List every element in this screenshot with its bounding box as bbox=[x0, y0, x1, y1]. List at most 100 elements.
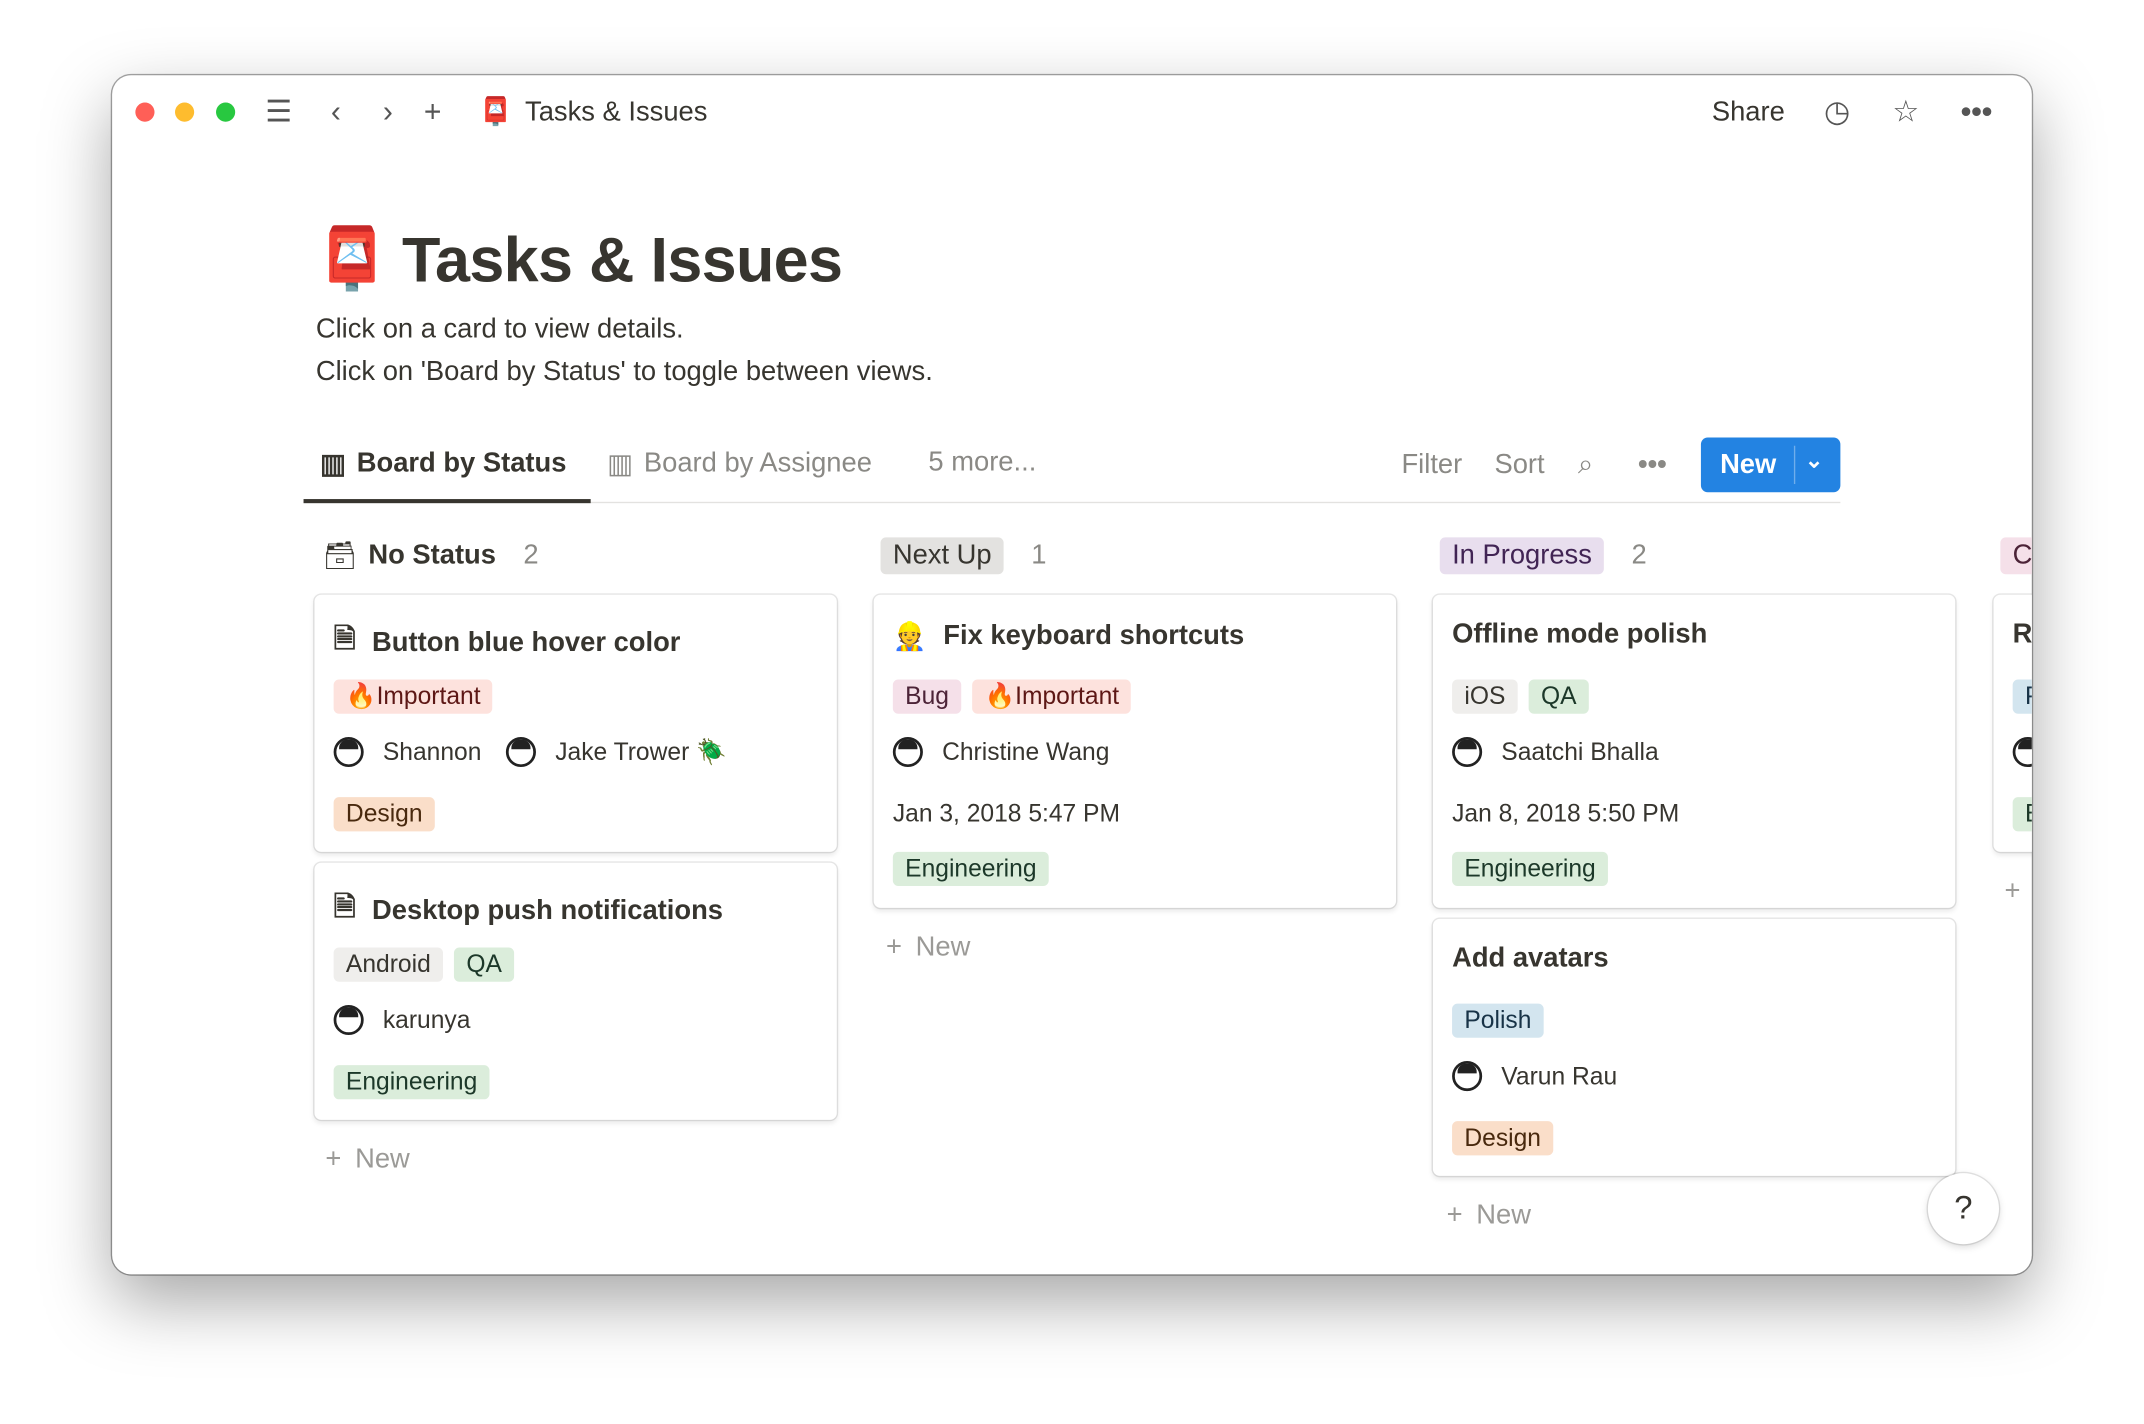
column-count: 1 bbox=[1031, 539, 1047, 570]
card-title: Desktop push notifications bbox=[372, 894, 724, 925]
plus-icon[interactable]: + bbox=[2004, 876, 2021, 907]
add-new-card-button[interactable]: + New bbox=[1447, 1200, 1531, 1231]
column-count: 2 bbox=[523, 539, 539, 570]
column-header-clipped[interactable]: C bbox=[2000, 535, 2032, 576]
inbox-icon: 🗃 bbox=[322, 540, 358, 571]
avatar bbox=[2012, 736, 2032, 768]
card-title: Fix keyboard shortcuts bbox=[943, 620, 1245, 651]
plus-icon: + bbox=[886, 932, 902, 963]
split-divider bbox=[1793, 445, 1796, 485]
close-button[interactable] bbox=[135, 102, 155, 122]
tag-engineering: Engineering bbox=[1452, 851, 1609, 887]
history-icon[interactable]: ◷ bbox=[1823, 94, 1851, 129]
avatar bbox=[1452, 1061, 1483, 1092]
avatar bbox=[333, 1004, 364, 1036]
column-title: C bbox=[2000, 536, 2032, 574]
card[interactable]: 👷 Fix keyboard shortcuts Bug 🔥Important Ch… bbox=[873, 594, 1397, 908]
date: Jan 8, 2018 5:50 PM bbox=[1452, 799, 1680, 828]
sidebar-menu-icon[interactable]: ☰ bbox=[265, 94, 293, 129]
description-line: Click on a card to view details. bbox=[315, 314, 684, 345]
column-title: In Progress bbox=[1439, 536, 1605, 574]
tag-important: 🔥Important bbox=[972, 679, 1132, 714]
tag-engineering: Engineering bbox=[333, 1065, 490, 1100]
column-header-no-status[interactable]: 🗃 No Status 2 bbox=[323, 535, 539, 576]
tag-polish: Polish bbox=[1452, 1003, 1544, 1038]
card[interactable]: Offline mode polish iOS QA Saatchi Bhalla… bbox=[1432, 594, 1956, 908]
add-new-card-button[interactable]: + New bbox=[325, 1144, 409, 1175]
maximize-button[interactable] bbox=[216, 102, 236, 122]
avatar bbox=[1452, 736, 1483, 768]
postbox-icon: 📮 bbox=[478, 97, 513, 128]
tag-qa: QA bbox=[454, 947, 515, 982]
tab-label: 5 more... bbox=[928, 447, 1037, 478]
tag-design: Design bbox=[1452, 1121, 1554, 1156]
page-title[interactable]: Tasks & Issues bbox=[401, 224, 843, 296]
card-title: Offline mode polish bbox=[1452, 619, 1708, 650]
card[interactable]: 🗎 Button blue hover color 🔥Important Shan… bbox=[314, 594, 837, 852]
description-line: Click on 'Board by Status' to toggle bet… bbox=[315, 356, 933, 387]
filter-button[interactable]: Filter bbox=[1401, 449, 1463, 480]
tag-qa: QA bbox=[1528, 679, 1589, 714]
share-button[interactable]: Share bbox=[1711, 97, 1785, 128]
tab-board-by-assignee[interactable]: ▥ Board by Assignee bbox=[607, 447, 872, 481]
card-title: Add avatars bbox=[1452, 943, 1609, 974]
tab-label: Board by Status bbox=[356, 448, 567, 479]
more-icon[interactable]: ••• bbox=[1960, 94, 1993, 129]
tag: P bbox=[2012, 679, 2032, 714]
column-header-in-progress[interactable]: In Progress 2 bbox=[1439, 535, 1647, 576]
app-window: ☰ ‹ › + 📮 Tasks & Issues Share ◷ ☆ ••• 📮… bbox=[112, 75, 2032, 1275]
avatar bbox=[506, 736, 537, 768]
plus-icon: + bbox=[1446, 1200, 1463, 1231]
assignee: Saatchi Bhalla bbox=[1501, 737, 1659, 766]
assignee: Jake Trower 🪲 bbox=[555, 737, 727, 766]
board-icon: ▥ bbox=[607, 449, 633, 480]
tab-label: Board by Assignee bbox=[643, 448, 872, 479]
card[interactable]: 🗎 Desktop push notifications Android QA ka… bbox=[314, 862, 837, 1120]
tag-important: 🔥Important bbox=[333, 679, 493, 714]
more-options-icon[interactable]: ••• bbox=[1638, 449, 1667, 480]
document-icon: 🗎 bbox=[333, 892, 356, 923]
back-icon[interactable]: ‹ bbox=[330, 94, 341, 129]
column-title: No Status bbox=[368, 539, 496, 570]
add-new-label: New bbox=[915, 932, 971, 963]
column-count: 2 bbox=[1631, 539, 1647, 570]
chevron-down-icon[interactable]: ⌄ bbox=[1804, 449, 1824, 474]
card[interactable]: Add avatars Polish Varun Rau Design bbox=[1432, 918, 1956, 1176]
search-icon[interactable]: ⌕ bbox=[1577, 449, 1594, 480]
help-button[interactable]: ? bbox=[1927, 1173, 1999, 1245]
tag-engineering: Engineering bbox=[892, 851, 1049, 887]
title-bar: ☰ ‹ › + 📮 Tasks & Issues Share ◷ ☆ ••• bbox=[112, 75, 2032, 150]
forward-icon[interactable]: › bbox=[382, 94, 393, 129]
card-title: Button blue hover color bbox=[372, 626, 681, 657]
assignee: Shannon bbox=[382, 737, 482, 766]
new-tab-icon[interactable]: + bbox=[423, 94, 442, 129]
active-tab-underline bbox=[303, 499, 591, 504]
window-title: Tasks & Issues bbox=[525, 97, 708, 128]
add-new-card-button[interactable]: + New bbox=[886, 932, 970, 963]
tab-divider bbox=[303, 501, 1841, 504]
add-new-label: New bbox=[1476, 1200, 1531, 1231]
new-label: New bbox=[1720, 449, 1777, 480]
avatar bbox=[333, 736, 364, 768]
document-icon: 🗎 bbox=[333, 624, 356, 655]
assignee: Varun Rau bbox=[1501, 1061, 1618, 1090]
minimize-button[interactable] bbox=[175, 102, 195, 122]
technologist-icon: 👷 bbox=[892, 622, 927, 653]
date: Jan 3, 2018 5:47 PM bbox=[892, 799, 1120, 828]
tab-more-views[interactable]: 5 more... bbox=[928, 447, 1036, 478]
card[interactable]: Re P E bbox=[1993, 594, 2032, 852]
tag: E bbox=[2012, 797, 2032, 832]
card-title: Re bbox=[2012, 619, 2032, 650]
assignee: Christine Wang bbox=[942, 737, 1110, 766]
tag-design: Design bbox=[333, 797, 435, 832]
star-icon[interactable]: ☆ bbox=[1892, 94, 1920, 129]
column-header-next-up[interactable]: Next Up 1 bbox=[880, 535, 1047, 576]
sort-button[interactable]: Sort bbox=[1494, 449, 1545, 480]
page-icon-postbox[interactable]: 📮 bbox=[314, 225, 390, 293]
new-button[interactable]: New ⌄ bbox=[1700, 437, 1841, 493]
tab-board-by-status[interactable]: ▥ Board by Status bbox=[320, 447, 566, 481]
plus-icon: + bbox=[325, 1144, 342, 1175]
column-title: Next Up bbox=[880, 536, 1004, 574]
tag-android: Android bbox=[333, 947, 444, 982]
add-new-label: New bbox=[355, 1144, 410, 1175]
